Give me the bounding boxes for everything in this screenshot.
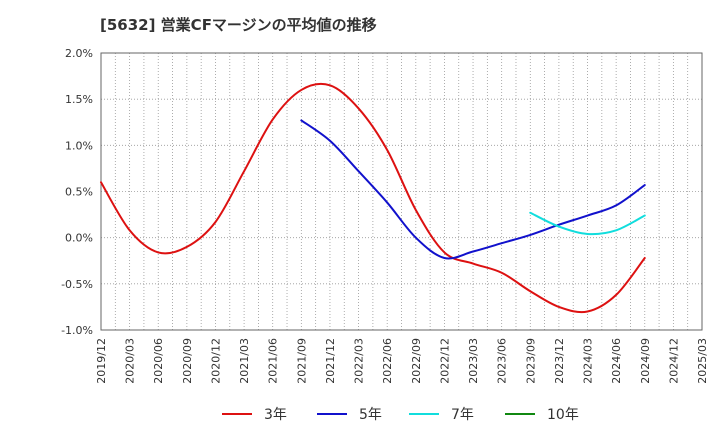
x-tick-label: 2023/03 <box>467 338 480 384</box>
series-lines <box>100 82 646 314</box>
x-tick-label: 2020/03 <box>124 338 137 384</box>
legend: 3年 5年 7年 10年 <box>222 407 579 423</box>
x-tick-label: 2021/06 <box>267 338 280 384</box>
series-line-3 <box>529 211 646 236</box>
legend-label: 3年 <box>264 407 287 423</box>
x-tick-label: 2025/03 <box>696 338 709 384</box>
x-tick-label: 2023/12 <box>553 338 566 384</box>
legend-label: 10年 <box>547 407 579 423</box>
grid <box>100 52 703 331</box>
x-tick-label: 2023/06 <box>496 338 509 384</box>
y-tick-label: 0.5% <box>65 186 93 199</box>
x-tick-label: 2021/09 <box>295 338 308 384</box>
x-tick-label: 2019/12 <box>95 338 108 384</box>
y-tick-label: 0.0% <box>65 232 93 245</box>
x-tick-label: 2020/06 <box>152 338 165 384</box>
legend-label: 7年 <box>451 407 474 423</box>
x-tick-label: 2020/09 <box>181 338 194 384</box>
x-tick-label: 2023/09 <box>524 338 537 384</box>
y-tick-label: -0.5% <box>61 278 93 291</box>
series-line-1 <box>100 82 646 314</box>
x-tick-label: 2020/12 <box>209 338 222 384</box>
x-tick-label: 2022/06 <box>381 338 394 384</box>
x-tick-label: 2024/09 <box>639 338 652 384</box>
y-tick-label: 2.0% <box>65 47 93 60</box>
axes: 2.0% 1.5% 1.0% 0.5% 0.0% -0.5% -1.0%2019/12 202… <box>61 47 709 384</box>
x-tick-label: 2024/06 <box>610 338 623 384</box>
series-line-2 <box>300 119 646 260</box>
y-tick-label: 1.5% <box>65 93 93 106</box>
x-tick-label: 2022/03 <box>353 338 366 384</box>
x-tick-label: 2022/09 <box>410 338 423 384</box>
x-tick-label: 2022/12 <box>438 338 451 384</box>
chart-title: [5632] 営業CFマージンの平均値の推移 <box>100 16 377 34</box>
y-tick-label: 1.0% <box>65 139 93 152</box>
plot-frame <box>100 52 703 331</box>
x-tick-label: 2024/12 <box>667 338 680 384</box>
legend-label: 5年 <box>359 407 382 423</box>
x-tick-label: 2024/03 <box>582 338 595 384</box>
x-tick-label: 2021/03 <box>238 338 251 384</box>
y-tick-label: -1.0% <box>61 324 93 337</box>
x-tick-label: 2021/12 <box>324 338 337 384</box>
